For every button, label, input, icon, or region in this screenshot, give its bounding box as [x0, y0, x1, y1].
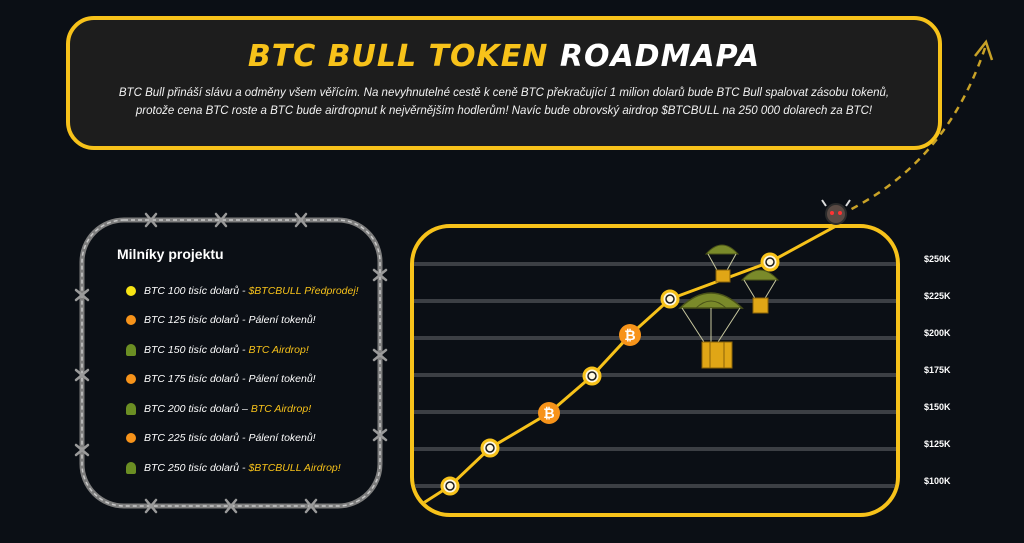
y-tick-label: $125K [924, 439, 951, 449]
page-title: BTC BULL TOKEN ROADMAPA [70, 40, 938, 74]
milestone-marker [480, 438, 500, 458]
airdrop-parachute-icon [704, 244, 740, 283]
barbed-wire-frame [74, 212, 388, 514]
bitcoin-icon [619, 324, 641, 346]
y-tick-label: $250K [924, 254, 951, 264]
price-line [414, 228, 836, 511]
milestone-marker-ring [587, 371, 597, 381]
milestone-text: BTC 100 tisíc dolarů - $BTCBULL Předprod… [144, 284, 359, 297]
y-tick-label: $100K [924, 476, 951, 486]
milestone-marker [760, 252, 780, 272]
price-chart: ₿₿ [414, 228, 896, 511]
bullet-dot-icon [126, 285, 136, 296]
bitcoin-icon [538, 402, 560, 424]
bitcoin-glyph: ₿ [624, 328, 635, 344]
milestone-item: BTC 100 tisíc dolarů - $BTCBULL Předprod… [117, 276, 387, 306]
milestone-text: BTC 125 tisíc dolarů - Pálení tokenů! [144, 314, 316, 327]
milestone-marker-ring [445, 481, 455, 491]
parachute-icon [126, 461, 136, 474]
milestones-list: BTC 100 tisíc dolarů - $BTCBULL Předprod… [117, 276, 387, 483]
milestone-item: BTC 225 tisíc dolarů - Pálení tokenů! [117, 424, 387, 454]
bullet-dot-icon [126, 374, 136, 385]
milestone-marker [660, 289, 680, 309]
milestone-text: BTC 225 tisíc dolarů - Pálení tokenů! [144, 432, 316, 445]
milestone-text: BTC 150 tisíc dolarů - BTC Airdrop! [144, 343, 309, 356]
milestone-item: BTC 150 tisíc dolarů - BTC Airdrop! [117, 335, 387, 365]
milestone-item: BTC 125 tisíc dolarů - Pálení tokenů! [117, 306, 387, 336]
parachute-icon [126, 402, 136, 415]
milestone-marker-ring [765, 257, 775, 267]
milestone-item: BTC 200 tisíc dolarů – BTC Airdrop! [117, 394, 387, 424]
milestone-text: BTC 200 tisíc dolarů – BTC Airdrop! [144, 402, 312, 415]
milestone-item: BTC 250 tisíc dolarů - $BTCBULL Airdrop! [117, 453, 387, 483]
y-tick-label: $225K [924, 291, 951, 301]
milestone-marker [582, 366, 602, 386]
milestone-text: BTC 175 tisíc dolarů - Pálení tokenů! [144, 373, 316, 386]
milestone-marker [440, 476, 460, 496]
bull-mascot-icon [821, 199, 851, 225]
bitcoin-glyph: ₿ [543, 406, 554, 422]
milestones-heading: Milníky projektu [117, 246, 224, 262]
airdrop-parachute-icon [678, 292, 744, 369]
parachute-icon [126, 343, 136, 356]
milestone-highlight: BTC Airdrop! [248, 343, 309, 356]
intro-text: BTC Bull přináší slávu a odměny všem věř… [118, 87, 890, 117]
y-tick-label: $175K [924, 365, 951, 375]
chart-frame: ₿ ₿ [410, 224, 900, 517]
title-rest: ROADMAPA [559, 39, 761, 74]
milestones-panel: Milníky projektu BTC 100 tisíc dolarů - … [117, 246, 387, 483]
milestone-text: BTC 250 tisíc dolarů - $BTCBULL Airdrop! [144, 461, 341, 474]
title-highlight: BTC BULL TOKEN [247, 39, 549, 74]
bullet-dot-icon [126, 315, 136, 326]
y-tick-label: $150K [924, 402, 951, 412]
milestone-marker-ring [485, 443, 495, 453]
milestone-marker-ring [665, 294, 675, 304]
roadmap-header: BTC BULL TOKEN ROADMAPA BTC Bull přináší… [66, 16, 942, 150]
milestone-highlight: $BTCBULL Předprodej! [248, 284, 359, 297]
airdrop-parachute-icon [740, 269, 780, 314]
milestone-item: BTC 175 tisíc dolarů - Pálení tokenů! [117, 365, 387, 395]
milestone-highlight: BTC Airdrop! [250, 402, 312, 415]
y-tick-label: $200K [924, 328, 951, 338]
milestone-highlight: $BTCBULL Airdrop! [248, 461, 341, 474]
bullet-dot-icon [126, 433, 136, 444]
trend-arrow [839, 39, 994, 217]
